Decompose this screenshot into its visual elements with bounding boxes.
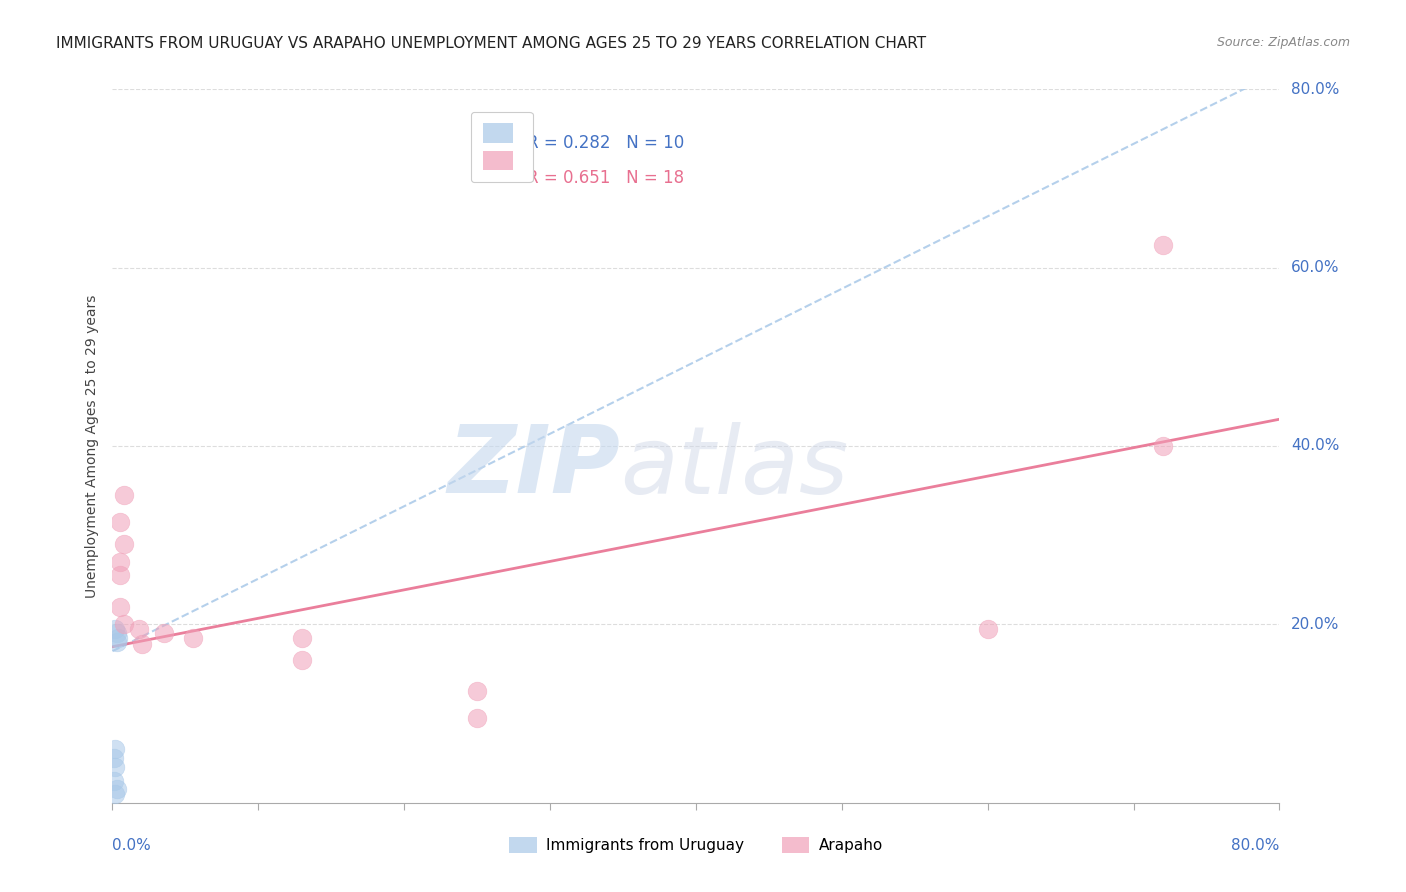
Point — [1152, 439, 1174, 453]
Point — [1152, 238, 1174, 252]
Point — [108, 515, 131, 529]
Point — [105, 635, 128, 649]
Point — [108, 568, 131, 582]
Point — [104, 787, 127, 801]
Text: 0.0%: 0.0% — [112, 838, 152, 854]
Text: R = 0.651   N = 18: R = 0.651 N = 18 — [527, 169, 683, 187]
Point — [105, 782, 128, 797]
Point — [107, 631, 129, 645]
Point — [291, 653, 314, 667]
Point — [131, 637, 153, 651]
Text: atlas: atlas — [620, 422, 848, 513]
Point — [152, 626, 174, 640]
Text: 20.0%: 20.0% — [1291, 617, 1340, 632]
Point — [112, 617, 135, 632]
Text: Source: ZipAtlas.com: Source: ZipAtlas.com — [1216, 36, 1350, 49]
Point — [291, 631, 314, 645]
Y-axis label: Unemployment Among Ages 25 to 29 years: Unemployment Among Ages 25 to 29 years — [84, 294, 98, 598]
Text: R = 0.282   N = 10: R = 0.282 N = 10 — [527, 135, 683, 153]
Point — [128, 622, 150, 636]
Point — [104, 622, 127, 636]
Point — [104, 760, 127, 774]
Point — [465, 711, 488, 725]
Point — [465, 684, 488, 698]
Point — [108, 599, 131, 614]
Text: 60.0%: 60.0% — [1291, 260, 1340, 275]
Point — [103, 751, 125, 765]
Point — [112, 537, 135, 551]
Legend: Immigrants from Uruguay, Arapaho: Immigrants from Uruguay, Arapaho — [503, 831, 889, 859]
Text: 40.0%: 40.0% — [1291, 439, 1340, 453]
Point — [103, 773, 125, 788]
Point — [976, 622, 998, 636]
Text: ZIP: ZIP — [447, 421, 620, 514]
Point — [181, 631, 204, 645]
Point — [112, 488, 135, 502]
Point — [104, 742, 127, 756]
Text: 80.0%: 80.0% — [1291, 82, 1340, 96]
Point — [105, 626, 128, 640]
Point — [108, 555, 131, 569]
Text: IMMIGRANTS FROM URUGUAY VS ARAPAHO UNEMPLOYMENT AMONG AGES 25 TO 29 YEARS CORREL: IMMIGRANTS FROM URUGUAY VS ARAPAHO UNEMP… — [56, 36, 927, 51]
Text: 80.0%: 80.0% — [1232, 838, 1279, 854]
